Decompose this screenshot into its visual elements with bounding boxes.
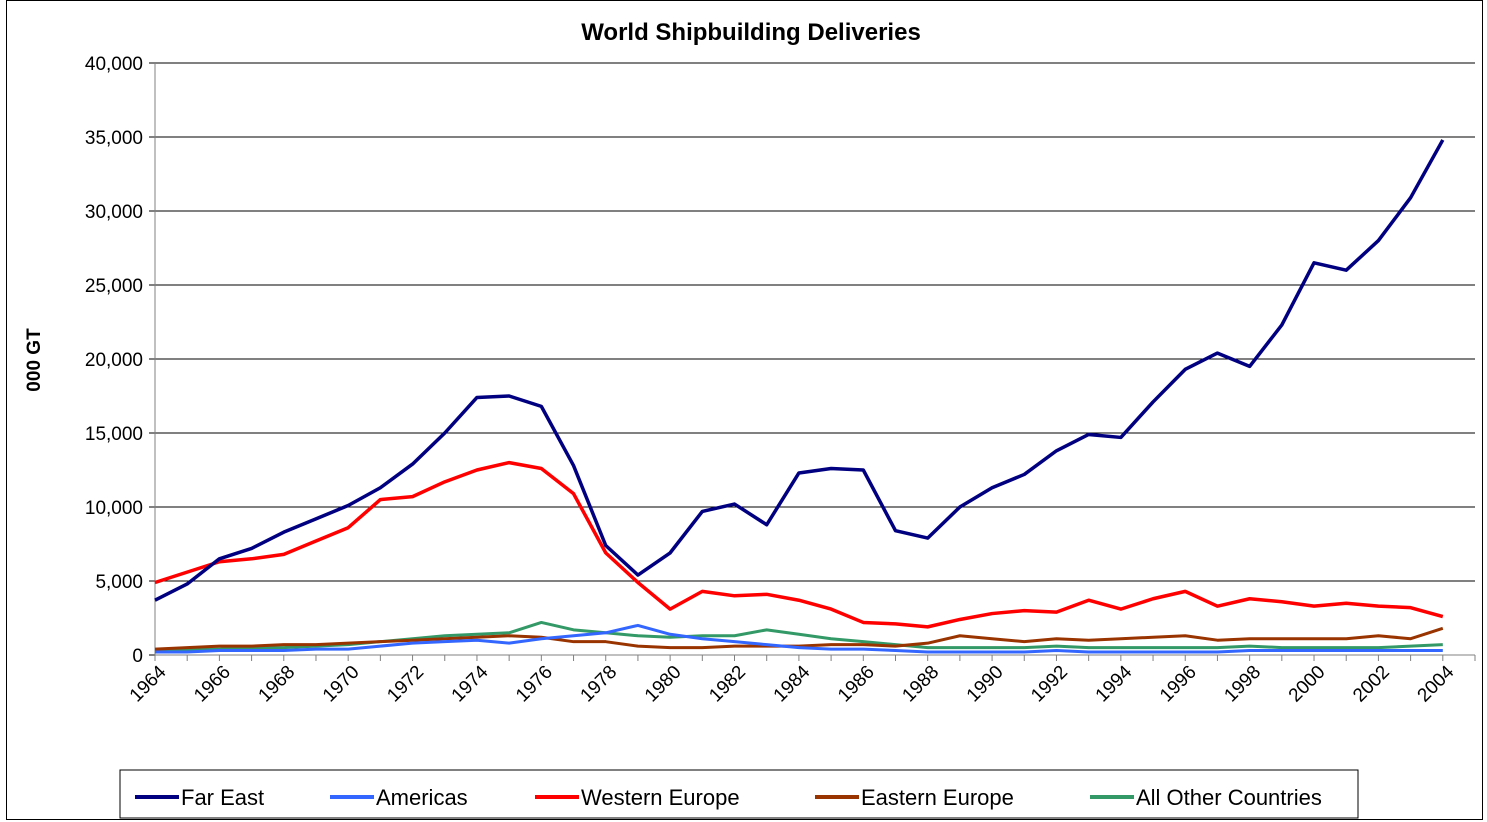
y-axis: 0 5,000 10,000 15,000 20,000 25,000 30,000 35,0…	[85, 54, 156, 667]
series-line-western-europe	[154, 460, 1444, 629]
x-tick-label: 1994	[1092, 661, 1137, 706]
x-tick-label: 1986	[834, 662, 879, 707]
y-tick-label: 40,000	[85, 54, 143, 75]
legend-box	[119, 769, 1359, 819]
x-tick-label: 1978	[577, 662, 622, 707]
y-tick-label: 30,000	[85, 202, 143, 223]
chart-title: World Shipbuilding Deliveries	[581, 19, 921, 46]
series-line-americas	[155, 623, 1443, 654]
legend-label-western-europe: Western Europe	[581, 785, 740, 810]
series-line-far-east	[154, 139, 1445, 602]
y-tick-label: 35,000	[85, 128, 143, 149]
x-tick-label: 1972	[383, 662, 428, 707]
x-tick-label: 1964	[126, 661, 171, 706]
x-tick-label: 1992	[1027, 662, 1072, 707]
x-tick-label: 1966	[190, 662, 235, 707]
x-tick-label: 1976	[512, 662, 557, 707]
x-tick-label: 1970	[319, 662, 364, 707]
x-tick-label: 1980	[641, 662, 686, 707]
x-tick-label: 2000	[1285, 662, 1330, 707]
x-tick-label: 1998	[1220, 662, 1265, 707]
y-tick-label: 20,000	[85, 350, 143, 371]
legend: Far East Americas Western Europe Eastern Eu…	[119, 769, 1359, 819]
x-tick-label: 1984	[770, 661, 815, 706]
y-tick-label: 25,000	[85, 276, 143, 297]
y-tick-label: 0	[132, 646, 143, 667]
y-tick-label: 5,000	[95, 572, 143, 593]
x-tick-label: 2002	[1349, 662, 1394, 707]
x-axis: 1964 1966 1968 1970 1972 1974 1976 1978 1980 1982…	[126, 654, 1476, 707]
y-axis-title: 000 GT	[24, 328, 45, 392]
legend-label-far-east: Far East	[181, 785, 264, 810]
gridlines	[155, 62, 1475, 656]
y-tick-label: 10,000	[85, 498, 143, 519]
series-layer	[154, 139, 1445, 654]
y-tick-label: 15,000	[85, 424, 143, 445]
x-tick-label: 1968	[255, 662, 300, 707]
legend-label-all-other-countries: All Other Countries	[1136, 785, 1322, 810]
x-tick-label: 2004	[1414, 661, 1459, 706]
legend-label-americas: Americas	[376, 785, 468, 810]
x-tick-label: 1988	[898, 662, 943, 707]
x-tick-label: 1990	[963, 662, 1008, 707]
legend-label-eastern-europe: Eastern Europe	[861, 785, 1014, 810]
x-tick-label: 1974	[448, 661, 493, 706]
x-tick-label: 1996	[1156, 662, 1201, 707]
x-tick-label: 1982	[705, 662, 750, 707]
